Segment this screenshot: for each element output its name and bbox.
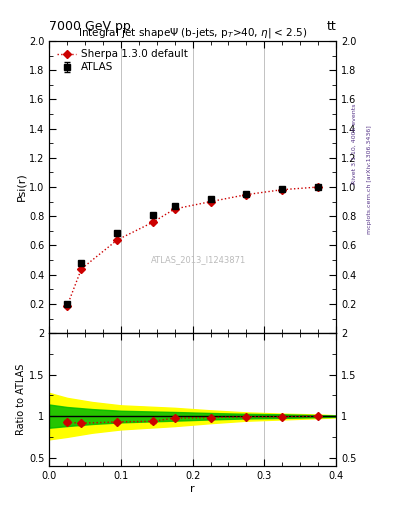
Sherpa 1.3.0 default [172,206,177,212]
Text: ATLAS_2013_I1243871: ATLAS_2013_I1243871 [151,255,246,265]
Sherpa 1.3.0 default [244,191,249,198]
Sherpa 1.3.0 default [316,184,320,190]
Y-axis label: Psi(r): Psi(r) [16,173,26,201]
Sherpa 1.3.0 default [79,266,84,272]
Sherpa 1.3.0 default [151,219,156,225]
Line: Sherpa 1.3.0 default: Sherpa 1.3.0 default [64,184,321,309]
Legend: Sherpa 1.3.0 default, ATLAS: Sherpa 1.3.0 default, ATLAS [54,46,191,76]
Text: mcplots.cern.ch [arXiv:1306.3436]: mcplots.cern.ch [arXiv:1306.3436] [367,125,373,233]
Sherpa 1.3.0 default [208,199,213,205]
Sherpa 1.3.0 default [280,186,285,193]
Text: Rivet 3.1.10, 400k events: Rivet 3.1.10, 400k events [352,103,357,184]
Text: 7000 GeV pp: 7000 GeV pp [49,20,131,33]
Y-axis label: Ratio to ATLAS: Ratio to ATLAS [16,364,26,435]
Sherpa 1.3.0 default [115,237,119,243]
Title: Integral jet shapeΨ (b-jets, p$_T$>40, $\eta$| < 2.5): Integral jet shapeΨ (b-jets, p$_T$>40, $… [78,26,307,40]
Sherpa 1.3.0 default [65,303,70,309]
X-axis label: r: r [190,483,195,494]
Text: tt: tt [326,20,336,33]
